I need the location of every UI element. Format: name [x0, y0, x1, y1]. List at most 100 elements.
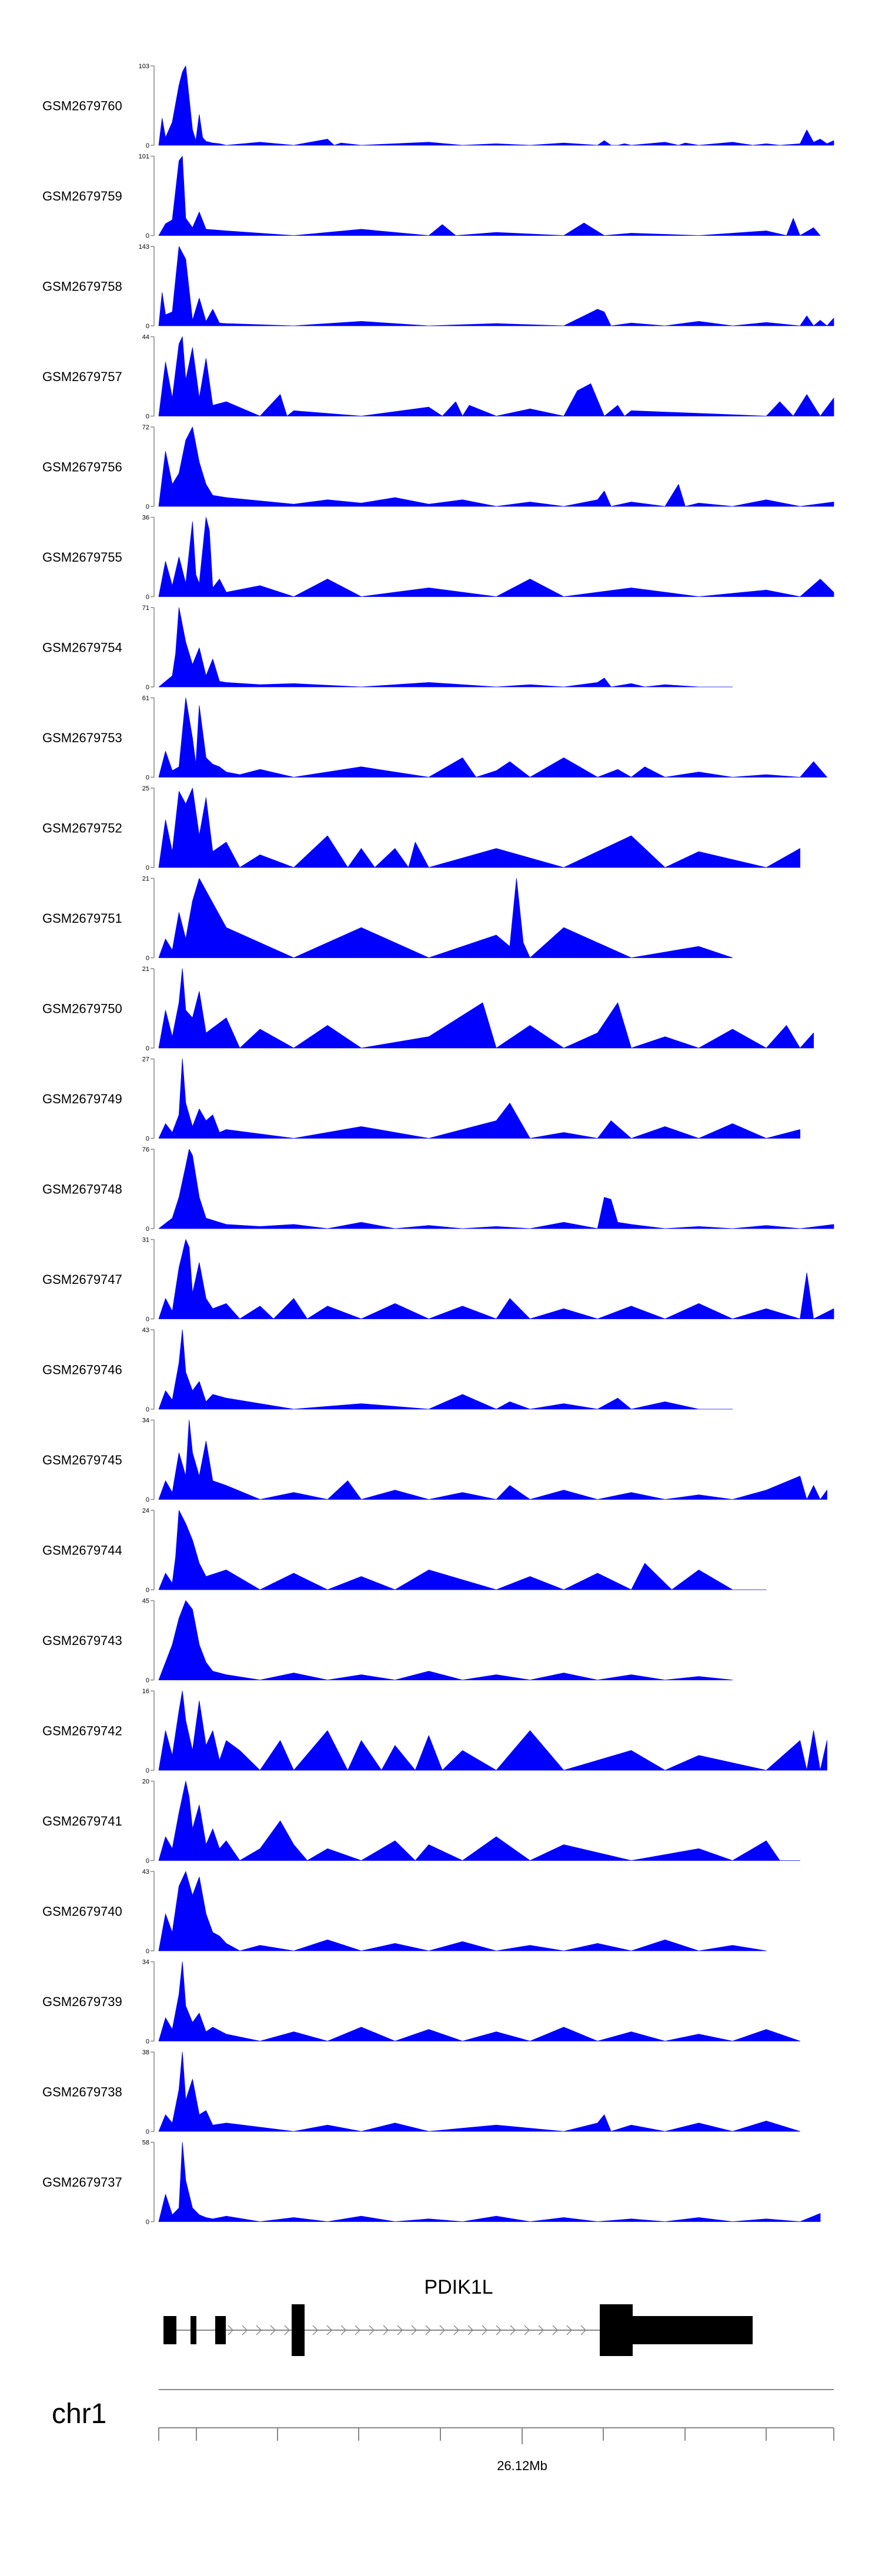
- coverage-area: [158, 1420, 827, 1500]
- y-tick-label-min: 0: [146, 233, 149, 240]
- y-tick-label-min: 0: [146, 1948, 149, 1955]
- track-label: GSM2679738: [42, 2085, 122, 2100]
- track-GSM2679745: GSM2679745 34 0: [42, 1417, 827, 1504]
- y-tick-label-max: 143: [139, 243, 149, 251]
- y-tick-label-max: 101: [139, 154, 149, 161]
- coverage-area: [158, 65, 834, 146]
- strand-arrow-icon: [524, 2325, 530, 2335]
- y-tick-label-max: 24: [142, 1507, 149, 1514]
- y-tick-label-max: 25: [142, 785, 149, 792]
- track-label: GSM2679743: [42, 1633, 122, 1648]
- strand-arrow-icon: [242, 2325, 248, 2335]
- track-label: GSM2679749: [42, 1092, 122, 1106]
- track-label: GSM2679746: [42, 1363, 122, 1377]
- gene-name-label: PDIK1L: [424, 2276, 493, 2298]
- track-label: GSM2679737: [42, 2175, 122, 2190]
- track-GSM2679741: GSM2679741 20 0: [42, 1778, 800, 1865]
- y-tick-label-max: 43: [142, 1868, 149, 1876]
- strand-arrow-icon: [580, 2325, 587, 2335]
- track-label: GSM2679745: [42, 1453, 122, 1467]
- track-GSM2679758: GSM2679758 143 0: [42, 243, 834, 330]
- track-GSM2679740: GSM2679740 43 0: [42, 1868, 767, 1955]
- y-tick-label-min: 0: [146, 1136, 149, 1143]
- y-tick-label-max: 31: [142, 1237, 149, 1244]
- y-tick-label-max: 20: [142, 1778, 149, 1786]
- y-tick-label-max: 27: [142, 1056, 149, 1063]
- track-label: GSM2679744: [42, 1543, 122, 1558]
- y-tick-label-min: 0: [146, 142, 149, 149]
- coverage-area: [158, 607, 733, 688]
- coverage-area: [158, 698, 827, 778]
- y-tick-label-min: 0: [146, 1858, 149, 1865]
- coverage-area: [158, 336, 834, 416]
- y-tick-label-min: 0: [146, 1406, 149, 1413]
- y-tick-label-min: 0: [146, 503, 149, 510]
- strand-arrow-icon: [228, 2325, 234, 2335]
- track-GSM2679750: GSM2679750 21 0: [42, 966, 814, 1052]
- y-tick-label-min: 0: [146, 2219, 149, 2226]
- strand-arrow-icon: [467, 2325, 474, 2335]
- gene-exon-1: [163, 2316, 176, 2344]
- track-label: GSM2679751: [42, 911, 122, 926]
- coverage-area: [158, 1329, 733, 1410]
- coverage-area: [158, 878, 733, 958]
- genome-axis: chr1 26.12Mb: [52, 2389, 834, 2473]
- y-tick-label-max: 21: [142, 876, 149, 883]
- y-tick-label-min: 0: [146, 955, 149, 962]
- track-GSM2679759: GSM2679759 101 0: [42, 154, 821, 240]
- track-GSM2679748: GSM2679748 76 0: [42, 1146, 834, 1233]
- y-tick-label-max: 16: [142, 1688, 149, 1695]
- chromosome-label: chr1: [52, 2398, 106, 2430]
- coverage-area: [158, 1961, 800, 2041]
- coverage-area: [158, 1690, 827, 1771]
- coverage-area: [158, 1781, 800, 1861]
- strand-arrow-icon: [439, 2325, 446, 2335]
- track-GSM2679738: GSM2679738 38 0: [42, 2049, 800, 2135]
- coverage-area: [158, 1059, 800, 1139]
- y-tick-label-min: 0: [146, 1497, 149, 1504]
- y-tick-label-min: 0: [146, 2038, 149, 2046]
- y-tick-label-min: 0: [146, 775, 149, 782]
- track-GSM2679737: GSM2679737 58 0: [42, 2140, 821, 2226]
- gene-exon-4: [292, 2304, 305, 2356]
- track-GSM2679742: GSM2679742 16 0: [42, 1688, 827, 1774]
- track-GSM2679739: GSM2679739 34 0: [42, 1959, 800, 2046]
- strand-arrow-icon: [256, 2325, 262, 2335]
- track-label: GSM2679752: [42, 821, 122, 836]
- strand-arrow-icon: [510, 2325, 516, 2335]
- strand-arrow-icon: [355, 2325, 361, 2335]
- coverage-area: [158, 517, 834, 597]
- track-label: GSM2679754: [42, 640, 122, 655]
- axis-ticks: [158, 2428, 834, 2444]
- track-label: GSM2679748: [42, 1182, 122, 1197]
- track-GSM2679755: GSM2679755 36 0: [42, 515, 834, 601]
- strand-arrow-icon: [369, 2325, 375, 2335]
- track-label: GSM2679739: [42, 1994, 122, 2009]
- y-tick-label-min: 0: [146, 1226, 149, 1233]
- y-tick-label-min: 0: [146, 413, 149, 421]
- strand-arrow-icon: [340, 2325, 347, 2335]
- y-tick-label-min: 0: [146, 594, 149, 601]
- coverage-area: [158, 1239, 834, 1319]
- gene-utr-3prime: [633, 2316, 753, 2344]
- track-label: GSM2679755: [42, 550, 122, 565]
- y-tick-label-min: 0: [146, 2128, 149, 2135]
- y-tick-label-min: 0: [146, 1767, 149, 1774]
- y-tick-label-max: 61: [142, 695, 149, 702]
- y-tick-label-max: 45: [142, 1598, 149, 1605]
- coverage-area: [158, 2051, 800, 2132]
- track-GSM2679757: GSM2679757 44 0: [42, 334, 834, 421]
- strand-arrow-icon: [326, 2325, 333, 2335]
- strand-arrows: [228, 2325, 587, 2335]
- track-GSM2679749: GSM2679749 27 0: [42, 1056, 800, 1143]
- track-label: GSM2679742: [42, 1724, 122, 1739]
- strand-arrow-icon: [453, 2325, 460, 2335]
- strand-arrow-icon: [312, 2325, 319, 2335]
- coverage-area: [158, 246, 834, 326]
- gene-exon-2: [191, 2316, 196, 2344]
- y-tick-label-min: 0: [146, 1677, 149, 1684]
- track-label: GSM2679756: [42, 460, 122, 475]
- coverage-area: [158, 1510, 767, 1590]
- track-GSM2679752: GSM2679752 25 0: [42, 785, 800, 872]
